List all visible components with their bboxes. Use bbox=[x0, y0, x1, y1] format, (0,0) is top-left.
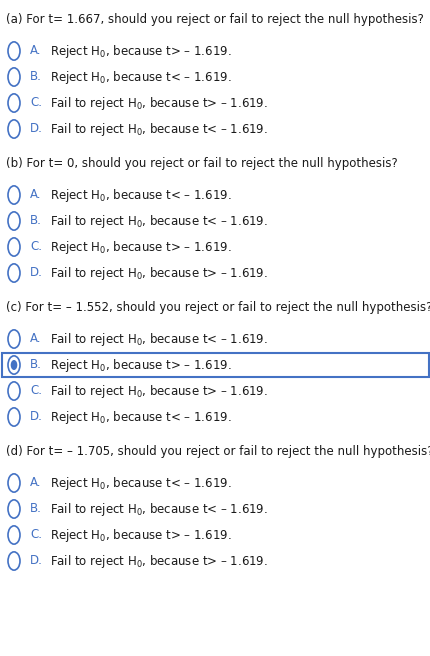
Text: D.: D. bbox=[30, 123, 43, 136]
Text: (d) For t= – 1.705, should you reject or fail to reject the null hypothesis?: (d) For t= – 1.705, should you reject or… bbox=[6, 445, 430, 457]
Text: B.: B. bbox=[30, 70, 42, 83]
Ellipse shape bbox=[11, 360, 17, 370]
Ellipse shape bbox=[8, 330, 20, 348]
Text: Fail to reject H$_0$, because t> – 1.619.: Fail to reject H$_0$, because t> – 1.619… bbox=[50, 94, 267, 112]
Text: Reject H$_0$, because t< – 1.619.: Reject H$_0$, because t< – 1.619. bbox=[50, 186, 231, 203]
Ellipse shape bbox=[8, 120, 20, 138]
Text: (b) For t= 0, should you reject or fail to reject the null hypothesis?: (b) For t= 0, should you reject or fail … bbox=[6, 157, 397, 169]
Text: Reject H$_0$, because t> – 1.619.: Reject H$_0$, because t> – 1.619. bbox=[50, 527, 231, 544]
Text: C.: C. bbox=[30, 384, 42, 398]
Ellipse shape bbox=[8, 552, 20, 570]
Ellipse shape bbox=[8, 212, 20, 230]
Text: B.: B. bbox=[30, 215, 42, 228]
Ellipse shape bbox=[8, 474, 20, 492]
Ellipse shape bbox=[8, 408, 20, 426]
Text: C.: C. bbox=[30, 96, 42, 110]
Text: Reject H$_0$, because t< – 1.619.: Reject H$_0$, because t< – 1.619. bbox=[50, 409, 231, 426]
Text: C.: C. bbox=[30, 529, 42, 541]
Ellipse shape bbox=[8, 500, 20, 518]
Ellipse shape bbox=[8, 526, 20, 544]
Text: Fail to reject H$_0$, because t< – 1.619.: Fail to reject H$_0$, because t< – 1.619… bbox=[50, 121, 267, 138]
Text: B.: B. bbox=[30, 502, 42, 516]
Text: A.: A. bbox=[30, 45, 41, 58]
Ellipse shape bbox=[8, 186, 20, 204]
Text: D.: D. bbox=[30, 554, 43, 567]
Text: Reject H$_0$, because t> – 1.619.: Reject H$_0$, because t> – 1.619. bbox=[50, 356, 231, 373]
Text: Reject H$_0$, because t> – 1.619.: Reject H$_0$, because t> – 1.619. bbox=[50, 43, 231, 60]
Ellipse shape bbox=[8, 238, 20, 256]
Ellipse shape bbox=[8, 382, 20, 400]
Text: Fail to reject H$_0$, because t> – 1.619.: Fail to reject H$_0$, because t> – 1.619… bbox=[50, 264, 267, 281]
Ellipse shape bbox=[8, 356, 20, 374]
Ellipse shape bbox=[8, 42, 20, 60]
Text: Fail to reject H$_0$, because t< – 1.619.: Fail to reject H$_0$, because t< – 1.619… bbox=[50, 331, 267, 348]
Text: D.: D. bbox=[30, 411, 43, 424]
Text: A.: A. bbox=[30, 333, 41, 346]
Text: B.: B. bbox=[30, 358, 42, 371]
Text: Fail to reject H$_0$, because t> – 1.619.: Fail to reject H$_0$, because t> – 1.619… bbox=[50, 552, 267, 569]
Text: Fail to reject H$_0$, because t< – 1.619.: Fail to reject H$_0$, because t< – 1.619… bbox=[50, 501, 267, 518]
Text: C.: C. bbox=[30, 241, 42, 253]
Text: Fail to reject H$_0$, because t< – 1.619.: Fail to reject H$_0$, because t< – 1.619… bbox=[50, 213, 267, 230]
Text: (c) For t= – 1.552, should you reject or fail to reject the null hypothesis?: (c) For t= – 1.552, should you reject or… bbox=[6, 300, 430, 314]
Ellipse shape bbox=[8, 68, 20, 86]
Text: Fail to reject H$_0$, because t> – 1.619.: Fail to reject H$_0$, because t> – 1.619… bbox=[50, 382, 267, 400]
Text: Reject H$_0$, because t< – 1.619.: Reject H$_0$, because t< – 1.619. bbox=[50, 474, 231, 491]
Text: A.: A. bbox=[30, 188, 41, 201]
Text: Reject H$_0$, because t< – 1.619.: Reject H$_0$, because t< – 1.619. bbox=[50, 68, 231, 85]
Bar bbox=[2, 353, 428, 377]
Ellipse shape bbox=[8, 264, 20, 282]
Ellipse shape bbox=[8, 94, 20, 112]
Text: D.: D. bbox=[30, 266, 43, 279]
Text: (a) For t= 1.667, should you reject or fail to reject the null hypothesis?: (a) For t= 1.667, should you reject or f… bbox=[6, 12, 423, 26]
Text: A.: A. bbox=[30, 476, 41, 489]
Text: Reject H$_0$, because t> – 1.619.: Reject H$_0$, because t> – 1.619. bbox=[50, 239, 231, 255]
